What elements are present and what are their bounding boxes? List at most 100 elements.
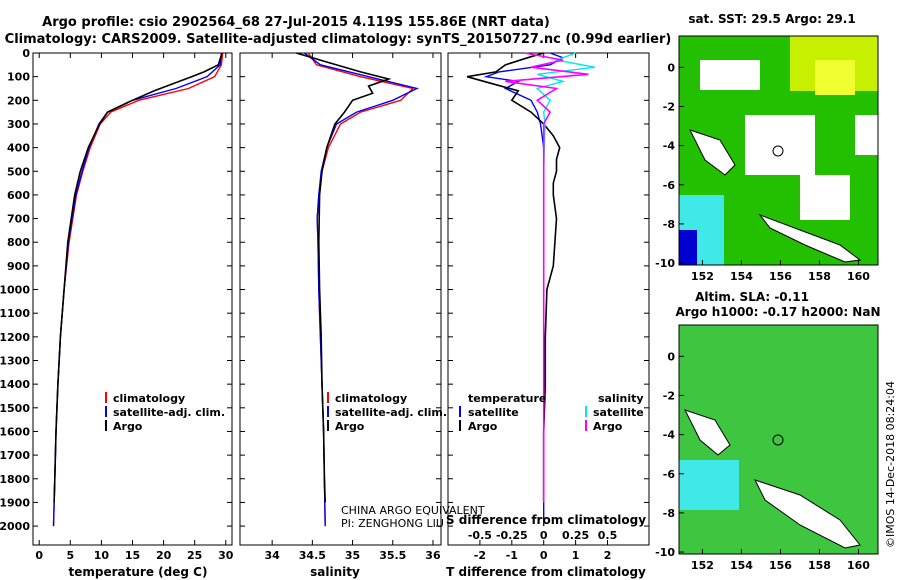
map-y-tick-label: -4 bbox=[663, 429, 676, 442]
legend-argo-swatch bbox=[105, 420, 107, 431]
legend-climatology-label: climatology bbox=[335, 392, 407, 405]
legend-t-satellite-label: satellite bbox=[468, 406, 519, 419]
map-y-tick-label: 0 bbox=[667, 61, 675, 74]
map-y-tick-label: -10 bbox=[655, 257, 675, 270]
map-y-tick-label: -2 bbox=[663, 100, 675, 113]
x-tick-label: 30 bbox=[218, 549, 234, 562]
series-line bbox=[466, 52, 561, 503]
legend-t-argo-swatch bbox=[459, 420, 461, 431]
legend-argo-label: Argo bbox=[113, 420, 143, 433]
temperature-legend: climatology satellite-adj. clim. Argo bbox=[105, 392, 225, 433]
y-tick-label: 500 bbox=[7, 165, 30, 178]
sst-map-frame bbox=[678, 35, 879, 266]
map-x-tick-label: 160 bbox=[847, 559, 870, 572]
x-tick-label: 0 bbox=[540, 549, 548, 562]
x-tick-label: 35 bbox=[345, 549, 360, 562]
map-y-tick-label: -8 bbox=[663, 507, 675, 520]
sla-map bbox=[678, 324, 879, 555]
legend-satellite-label: satellite-adj. clim. bbox=[335, 406, 447, 419]
y-tick-label: 900 bbox=[7, 260, 30, 273]
y-tick-label: 1500 bbox=[0, 402, 30, 415]
difference-series bbox=[466, 52, 595, 527]
map-x-tick-label: 158 bbox=[808, 559, 831, 572]
map-y-tick-label: -10 bbox=[655, 546, 675, 559]
x-tick-label: 34.5 bbox=[299, 549, 326, 562]
y-tick-label: 800 bbox=[7, 236, 30, 249]
y-tick-label: 2000 bbox=[0, 520, 30, 533]
annotation-line-1: CHINA ARGO EQUIVALENT bbox=[341, 504, 485, 517]
legend-salinity-title: salinity bbox=[598, 392, 644, 405]
salinity-axis: 34 34.5 35 35.5 36 bbox=[240, 52, 441, 562]
x-tick-label: 1 bbox=[572, 549, 580, 562]
legend-s-satellite-label: satellite bbox=[593, 406, 644, 419]
sla-land-mass bbox=[754, 479, 861, 549]
legend-climatology-swatch bbox=[105, 392, 107, 403]
y-tick-label: 1300 bbox=[0, 355, 30, 368]
sla-map-frame bbox=[678, 324, 879, 555]
x-tick-label: 35.5 bbox=[379, 549, 406, 562]
y-tick-label: 1000 bbox=[0, 284, 30, 297]
sst-cloud-gap bbox=[745, 115, 815, 175]
x-tick-label: 25 bbox=[187, 549, 202, 562]
difference-legend-temperature: temperature satellite Argo bbox=[459, 392, 546, 433]
legend-t-satellite-swatch bbox=[459, 406, 461, 417]
series-line bbox=[296, 52, 392, 503]
salinity-legend: climatology satellite-adj. clim. Argo bbox=[327, 392, 447, 433]
legend-temperature-title: temperature bbox=[468, 392, 546, 405]
map-x-tick-label: 156 bbox=[769, 270, 792, 283]
difference-axis: -2 -1 0 1 2 -0.5 -0.25 0 0.25 0.5 bbox=[448, 52, 649, 562]
difference-panel-frame bbox=[447, 52, 650, 546]
y-tick-label: 1400 bbox=[0, 378, 30, 391]
x-tick-label-salinity: 0 bbox=[540, 529, 548, 542]
x-tick-label: 2 bbox=[604, 549, 612, 562]
map-y-tick-label: 0 bbox=[667, 350, 675, 363]
x-tick-label: -1 bbox=[506, 549, 518, 562]
map-x-tick-label: 156 bbox=[769, 559, 792, 572]
difference-xlabel-top: S difference from climatology bbox=[446, 513, 646, 527]
series-line bbox=[52, 52, 224, 527]
map-x-tick-label: 152 bbox=[691, 270, 714, 283]
credit-footer: ©IMOS 14-Dec-2018 08:24:04 bbox=[884, 381, 897, 548]
x-tick-label: 0 bbox=[35, 549, 43, 562]
sla-argo-location-marker bbox=[772, 434, 784, 446]
x-tick-label-salinity: 0.5 bbox=[598, 529, 618, 542]
y-tick-label: 1200 bbox=[0, 331, 30, 344]
x-tick-label: 10 bbox=[94, 549, 110, 562]
difference-legend-salinity: salinity satellite Argo bbox=[585, 392, 644, 433]
sst-land-mass bbox=[758, 213, 862, 263]
sst-cloud-gap bbox=[855, 115, 878, 155]
sst-cold-patch bbox=[679, 230, 697, 265]
map-x-tick-label: 154 bbox=[730, 559, 753, 572]
temperature-axis: 0100200300400500600700800900100011001200… bbox=[0, 47, 234, 562]
legend-climatology-swatch bbox=[327, 392, 329, 403]
map-y-tick-label: -6 bbox=[663, 468, 676, 481]
legend-argo-label: Argo bbox=[335, 420, 365, 433]
x-tick-label: 36 bbox=[425, 549, 441, 562]
y-tick-label: 300 bbox=[7, 118, 30, 131]
map-y-tick-label: -6 bbox=[663, 179, 676, 192]
legend-satellite-swatch bbox=[327, 406, 329, 417]
sla-low-patch bbox=[679, 460, 739, 510]
map-x-tick-label: 154 bbox=[730, 270, 753, 283]
title-line-1: Argo profile: csio 2902564_68 27-Jul-201… bbox=[42, 15, 550, 30]
salinity-series bbox=[296, 52, 419, 527]
legend-s-argo-swatch bbox=[585, 420, 587, 431]
y-tick-label: 1100 bbox=[0, 307, 30, 320]
sst-map-axes: 152 154 156 158 160 0 -2 -4 -6 -8 -10 bbox=[655, 61, 870, 283]
x-tick-label: 15 bbox=[125, 549, 140, 562]
y-tick-label: 400 bbox=[7, 142, 30, 155]
legend-s-argo-label: Argo bbox=[593, 420, 623, 433]
annotation-line-2: PI: ZENGHONG LIU bbox=[341, 517, 444, 530]
x-tick-label: 5 bbox=[66, 549, 74, 562]
sla-map-axes: 152 154 156 158 160 0 -2 -4 -6 -8 -10 bbox=[655, 350, 870, 572]
sst-map-title: sat. SST: 29.5 Argo: 29.1 bbox=[688, 12, 855, 26]
series-line bbox=[52, 52, 223, 527]
sla-map-title-1: Altim. SLA: -0.11 bbox=[695, 290, 809, 304]
map-x-tick-label: 158 bbox=[808, 270, 831, 283]
y-tick-label: 100 bbox=[7, 71, 30, 84]
sst-warm-patch bbox=[815, 60, 855, 95]
series-line bbox=[53, 52, 223, 503]
legend-argo-swatch bbox=[327, 420, 329, 431]
map-y-tick-label: -4 bbox=[663, 140, 676, 153]
y-tick-label: 600 bbox=[7, 189, 30, 202]
